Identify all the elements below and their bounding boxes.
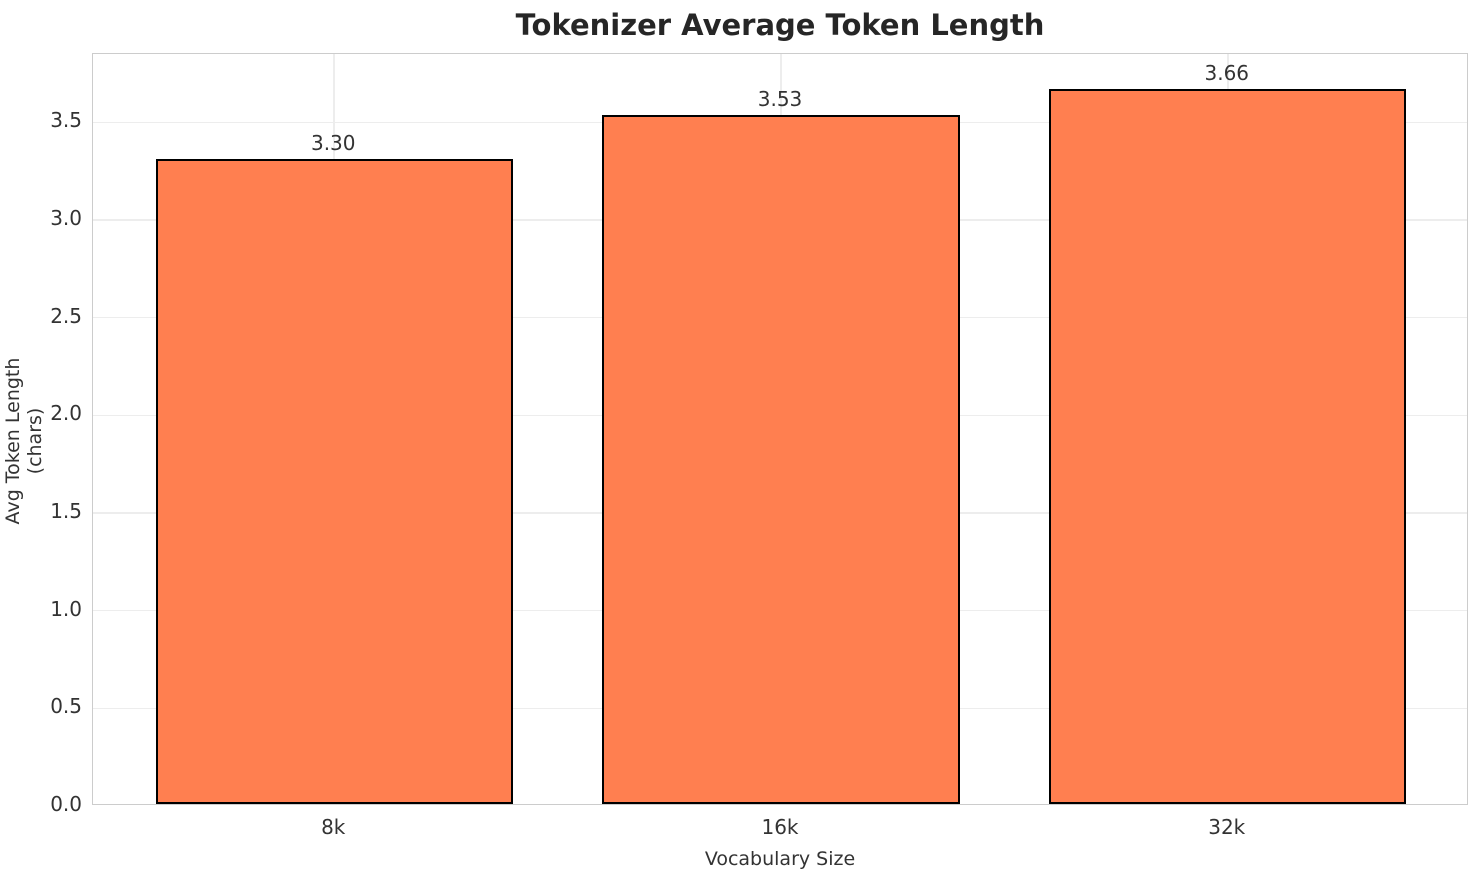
bar-8k (155, 159, 513, 804)
y-tick-label: 2.5 (50, 303, 82, 328)
y-axis-title: Avg Token Length (chars) (2, 357, 46, 525)
plot-area (92, 53, 1468, 805)
y-tick-label: 0.0 (50, 792, 82, 816)
x-tick-label: 16k (761, 815, 799, 839)
bar-value-label: 3.66 (1204, 61, 1250, 86)
x-tick-label: 8k (321, 815, 346, 839)
y-tick-label: 1.0 (50, 596, 82, 621)
x-tick-label: 32k (1208, 815, 1246, 839)
y-tick-label: 1.5 (50, 499, 82, 523)
bar-32k (1049, 89, 1407, 804)
bar-value-label: 3.53 (757, 86, 803, 111)
y-tick-label: 3.5 (50, 108, 82, 133)
y-tick-label: 3.0 (50, 206, 82, 231)
chart-title: Tokenizer Average Token Length (515, 8, 1045, 42)
y-tick-label: 0.5 (50, 694, 82, 719)
x-axis-title: Vocabulary Size (704, 848, 856, 870)
bar-value-label: 3.30 (310, 131, 356, 156)
bar-16k (602, 114, 960, 804)
y-tick-label: 2.0 (50, 401, 82, 426)
